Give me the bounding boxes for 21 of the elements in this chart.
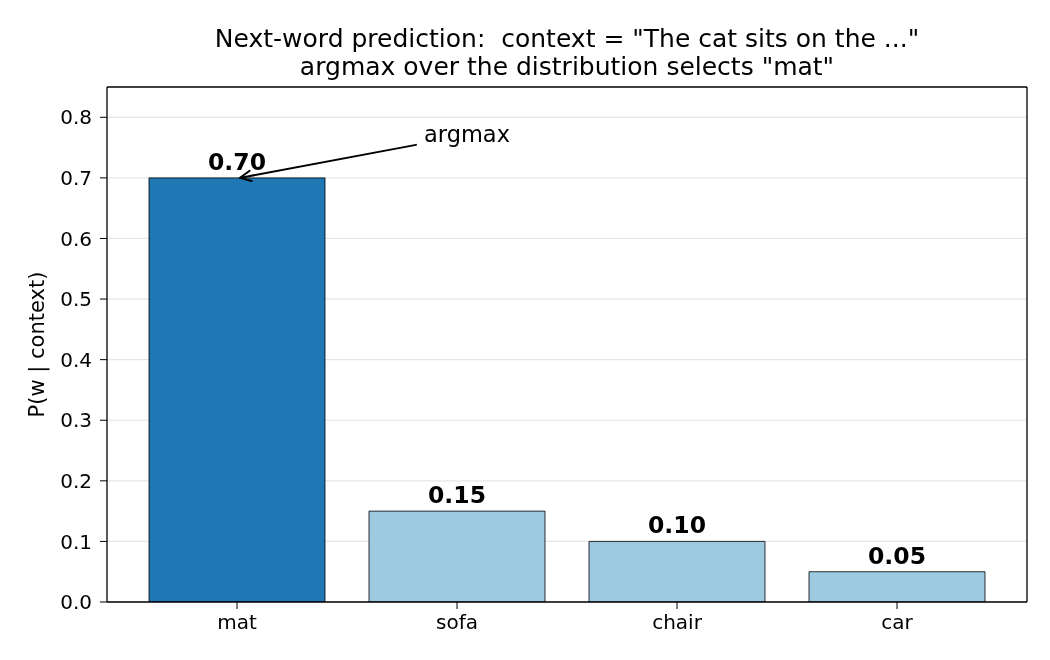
y-tick-label: 0.8 — [60, 105, 92, 130]
y-tick-label: 0.1 — [60, 529, 92, 554]
chart-subtitle: argmax over the distribution selects "mat" — [298, 52, 836, 81]
x-tick-label: sofa — [436, 610, 478, 635]
x-tick-label: chair — [652, 610, 703, 635]
x-tick-label: mat — [217, 610, 257, 635]
chart-title: Next-word prediction: context = "The cat sits on the ..." — [213, 24, 921, 53]
y-tick-label: 0.4 — [60, 347, 92, 372]
y-tick-label: 0.2 — [60, 468, 92, 493]
annotation: argmax — [424, 120, 510, 147]
y-axis-title: P(w | context) — [25, 271, 50, 418]
y-tick-label: 0.3 — [60, 408, 92, 433]
data-label: 0.70 — [208, 147, 266, 176]
data-label: 0.10 — [648, 511, 706, 540]
data-label: 0.05 — [868, 541, 926, 570]
data-label: 0.15 — [428, 481, 486, 510]
y-tick-label: 0.0 — [60, 590, 92, 615]
x-tick-label: car — [881, 610, 914, 635]
y-tick-label: 0.6 — [60, 226, 92, 251]
y-tick-label: 0.5 — [60, 287, 92, 312]
y-tick-label: 0.7 — [60, 165, 92, 190]
